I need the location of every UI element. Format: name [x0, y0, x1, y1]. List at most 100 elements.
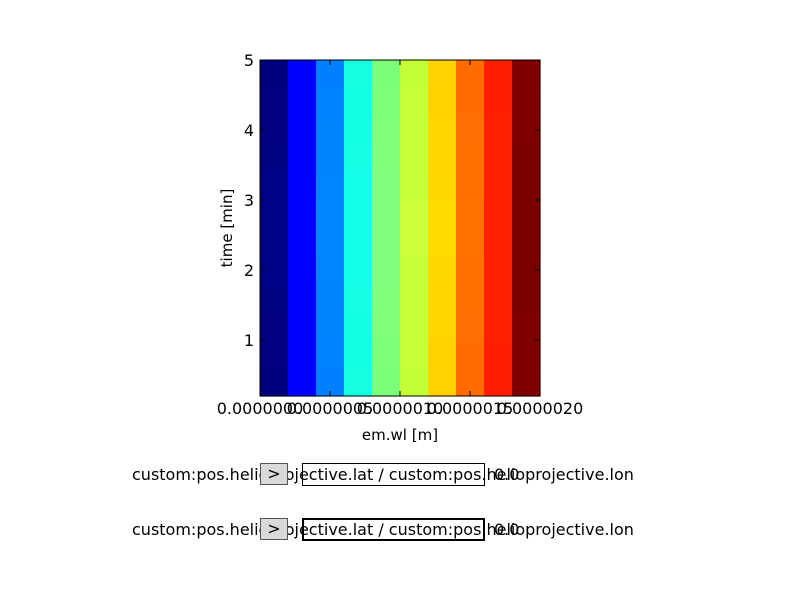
heatmap-cell	[260, 88, 289, 117]
heatmap-cell	[512, 284, 541, 313]
heatmap-cell	[456, 88, 485, 117]
heatmap-cell	[484, 200, 513, 229]
heatmap-cell	[400, 200, 429, 229]
heatmap-cell	[400, 284, 429, 313]
heatmap-cell	[512, 368, 541, 397]
heatmap-cell	[428, 200, 457, 229]
heatmap-cell	[344, 144, 373, 173]
heatmap-cell	[372, 88, 401, 117]
heatmap-cell	[372, 312, 401, 341]
heatmap-cell	[288, 228, 317, 257]
heatmap-cell	[344, 60, 373, 89]
heatmap-cell	[372, 200, 401, 229]
heatmap-cell	[456, 340, 485, 369]
heatmap-cell	[428, 144, 457, 173]
heatmap-cell	[456, 256, 485, 285]
heatmap-cell	[344, 88, 373, 117]
heatmap-cell	[512, 312, 541, 341]
heatmap-cell	[484, 256, 513, 285]
x-tick-label: 0.0000020	[497, 399, 584, 418]
heatmap-cell	[288, 88, 317, 117]
heatmap-cell	[260, 200, 289, 229]
heatmap-cell	[288, 284, 317, 313]
heatmap-cell	[288, 340, 317, 369]
slider-track[interactable]	[302, 463, 485, 486]
heatmap-cell	[316, 200, 345, 229]
heatmap-cell	[372, 116, 401, 145]
heatmap-cell	[344, 368, 373, 397]
heatmap-cell	[316, 116, 345, 145]
heatmap-cell	[484, 368, 513, 397]
heatmap-cell	[428, 88, 457, 117]
x-tick-label: 0.0000005	[287, 399, 374, 418]
heatmap-cell	[344, 312, 373, 341]
heatmap-cell	[400, 256, 429, 285]
heatmap-cell	[428, 340, 457, 369]
heatmap-cell	[428, 172, 457, 201]
heatmap-cell	[400, 88, 429, 117]
heatmap-cell	[400, 340, 429, 369]
heatmap-cell	[456, 312, 485, 341]
heatmap-cell	[512, 340, 541, 369]
heatmap-cell	[400, 312, 429, 341]
heatmap-cell	[512, 60, 541, 89]
heatmap-cell	[512, 200, 541, 229]
step-forward-button[interactable]: >	[260, 518, 288, 540]
slider-axis-label: custom:pos.helioprojective.lat / custom:…	[132, 520, 634, 539]
heatmap-cell	[288, 312, 317, 341]
heatmap-cell	[428, 256, 457, 285]
heatmap-cell	[316, 88, 345, 117]
heatmap-cell	[288, 368, 317, 397]
heatmap-cell	[456, 116, 485, 145]
heatmap-cell	[456, 172, 485, 201]
y-axis-ticks: 1 2 3 4 5	[244, 51, 540, 350]
heatmap-cell	[484, 88, 513, 117]
heatmap-cell	[428, 284, 457, 313]
heatmap-cell	[428, 228, 457, 257]
heatmap-cell	[344, 172, 373, 201]
y-tick-label: 3	[244, 191, 254, 210]
x-tick-label: 0.0000000	[217, 399, 304, 418]
heatmap-cell	[372, 256, 401, 285]
heatmap-cell	[288, 256, 317, 285]
heatmap-cell	[372, 228, 401, 257]
heatmap-cell	[288, 116, 317, 145]
heatmap-cell	[344, 256, 373, 285]
x-tick-label: 0.0000010	[357, 399, 444, 418]
heatmap-cell	[260, 368, 289, 397]
heatmap-cell	[456, 200, 485, 229]
slider-value: 0.0	[494, 520, 520, 539]
y-tick-label: 4	[244, 121, 254, 140]
heatmap-cell	[512, 144, 541, 173]
heatmap-cell	[344, 116, 373, 145]
heatmap-cell	[428, 60, 457, 89]
heatmap-cell	[400, 144, 429, 173]
step-forward-button[interactable]: >	[260, 463, 288, 485]
heatmap-cell	[484, 60, 513, 89]
heatmap-cell	[400, 172, 429, 201]
slider-control-row-2: custom:pos.helioprojective.lat / custom:…	[0, 518, 800, 544]
heatmap-cell	[288, 172, 317, 201]
x-axis-ticks: 0.00000000.00000050.00000100.00000150.00…	[217, 60, 584, 418]
heatmap-cell	[428, 116, 457, 145]
heatmap-cell	[484, 116, 513, 145]
heatmap-cell	[316, 340, 345, 369]
heatmap-cell	[512, 88, 541, 117]
heatmap-cell	[400, 116, 429, 145]
heatmap-cell	[260, 172, 289, 201]
heatmap-cell	[372, 340, 401, 369]
heatmap-cell	[260, 60, 289, 89]
heatmap-cell	[428, 368, 457, 397]
heatmap-cell	[316, 312, 345, 341]
heatmap-cell	[400, 228, 429, 257]
heatmap-cell	[344, 340, 373, 369]
heatmap-cell	[316, 144, 345, 173]
slider-track-active[interactable]	[302, 518, 485, 541]
heatmap-cell	[456, 144, 485, 173]
heatmap-cell	[288, 60, 317, 89]
heatmap-cell	[316, 228, 345, 257]
heatmap-cell	[372, 144, 401, 173]
heatmap-cell	[484, 228, 513, 257]
heatmap-cell	[372, 172, 401, 201]
heatmap-cell	[484, 284, 513, 313]
